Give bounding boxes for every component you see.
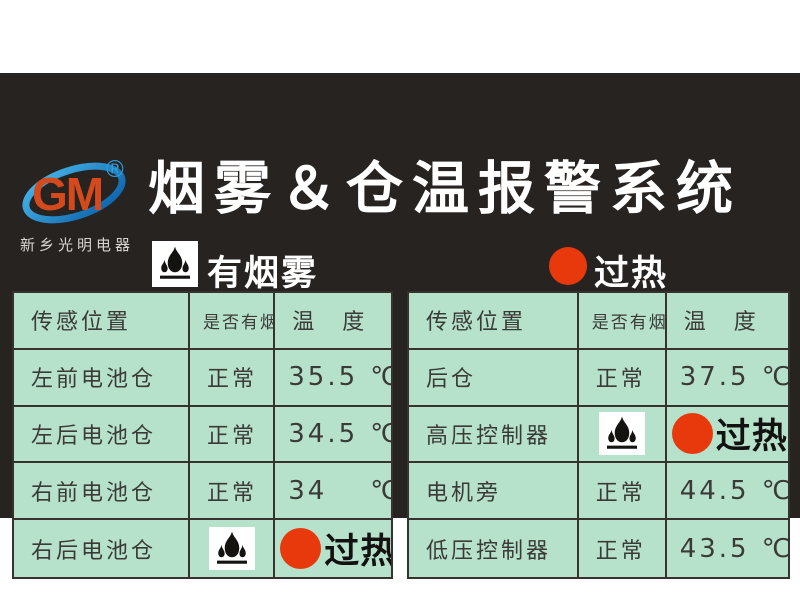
sensor-position: 高压控制器 — [409, 406, 579, 462]
temperature-cell: 34.5 ℃ — [275, 407, 391, 462]
sensor-position: 左前电池仓 — [14, 349, 191, 405]
table-row: 后仓 正常 37.5 ℃ — [409, 349, 788, 407]
overheat-label: 过热 — [715, 417, 788, 457]
page-title: 烟雾＆仓温报警系统 — [148, 157, 742, 221]
smoke-status: 正常 — [190, 463, 276, 519]
table-row: 电机旁 正常 44.5 ℃ — [409, 463, 788, 521]
col-header-temp: 温 度 — [292, 309, 368, 335]
sensor-position: 右后电池仓 — [14, 520, 191, 577]
table-row: 左前电池仓 正常 35.5 ℃ — [14, 349, 391, 407]
temperature-value: 35.5 — [288, 362, 359, 393]
gm-logo: GM ® — [22, 156, 126, 224]
table-row: 左后电池仓 正常 34.5 ℃ — [14, 406, 391, 464]
temperature-cell: 44.5 ℃ — [667, 463, 788, 518]
temperature-unit: ℃ — [370, 475, 391, 506]
temperature-value: 37.5 — [679, 362, 750, 393]
temperature-unit: ℃ — [761, 533, 788, 564]
legend-overheat-label: 过热 — [594, 254, 669, 293]
table-row: 右前电池仓 正常 34 ℃ — [14, 463, 391, 521]
overheat-label: 过热 — [324, 532, 391, 572]
logo-reg-mark: ® — [106, 156, 124, 183]
smoke-status-alarm — [190, 520, 276, 577]
temperature-cell: 35.5 ℃ — [275, 350, 391, 405]
sensor-position: 右前电池仓 — [14, 463, 191, 519]
col-header-smoke: 是否有烟 — [579, 293, 667, 348]
sensor-position: 低压控制器 — [409, 520, 579, 577]
overheat-dot-icon — [671, 413, 713, 455]
temperature-cell-alarm: 过热 — [275, 520, 391, 577]
table-row-alarm: 高压控制器 过热 — [409, 406, 788, 464]
smoke-status: 正常 — [190, 406, 276, 462]
temperature-value: 44.5 — [679, 475, 750, 506]
sensor-table-right: 传感位置 是否有烟 温 度 后仓 正常 37.5 ℃ 高压控制器 过热 — [407, 291, 790, 579]
smoke-flame-icon — [152, 241, 198, 287]
smoke-status: 正常 — [579, 349, 667, 405]
sensor-position: 电机旁 — [409, 463, 579, 519]
temperature-unit: ℃ — [761, 475, 788, 506]
temperature-value: 43.5 — [679, 533, 750, 564]
table-header-row: 传感位置 是否有烟 温 度 — [409, 293, 788, 350]
temperature-cell: 37.5 ℃ — [667, 350, 788, 405]
temperature-value: 34.5 — [288, 418, 359, 449]
smoke-status-alarm — [579, 406, 667, 462]
overheat-dot-icon — [549, 247, 587, 285]
temperature-unit: ℃ — [370, 418, 391, 449]
smoke-flame-icon — [598, 412, 645, 456]
logo-gm-text: GM — [32, 168, 102, 220]
table-row: 低压控制器 正常 43.5 ℃ — [409, 520, 788, 577]
alarm-panel: GM ® 新乡光明电器 烟雾＆仓温报警系统 有烟雾 过热 传感位置 是否有烟 温… — [0, 73, 800, 579]
temperature-value: 34 — [288, 475, 328, 506]
smoke-flame-icon — [208, 527, 255, 571]
smoke-status: 正常 — [190, 349, 276, 405]
sensor-position: 后仓 — [409, 349, 579, 405]
overheat-dot-icon — [280, 528, 322, 570]
legend-smoke-label: 有烟雾 — [207, 254, 319, 293]
sensor-table-left: 传感位置 是否有烟 温 度 左前电池仓 正常 35.5 ℃ 左后电池仓 正常 3… — [12, 291, 393, 579]
col-header-smoke: 是否有烟 — [190, 293, 276, 348]
company-name: 新乡光明电器 — [20, 238, 135, 254]
sensor-position: 左后电池仓 — [14, 406, 191, 462]
table-header-row: 传感位置 是否有烟 温 度 — [14, 293, 391, 350]
temperature-unit: ℃ — [370, 362, 391, 393]
col-header-position: 传感位置 — [14, 293, 191, 348]
smoke-status: 正常 — [579, 463, 667, 519]
temperature-cell: 43.5 ℃ — [667, 520, 788, 577]
table-row-alarm: 右后电池仓 过热 — [14, 520, 391, 577]
col-header-temp: 温 度 — [683, 309, 759, 335]
col-header-position: 传感位置 — [409, 293, 579, 348]
temperature-unit: ℃ — [761, 362, 788, 393]
temperature-cell: 34 ℃ — [275, 463, 391, 518]
temperature-cell-alarm: 过热 — [667, 407, 788, 462]
smoke-status: 正常 — [579, 520, 667, 577]
